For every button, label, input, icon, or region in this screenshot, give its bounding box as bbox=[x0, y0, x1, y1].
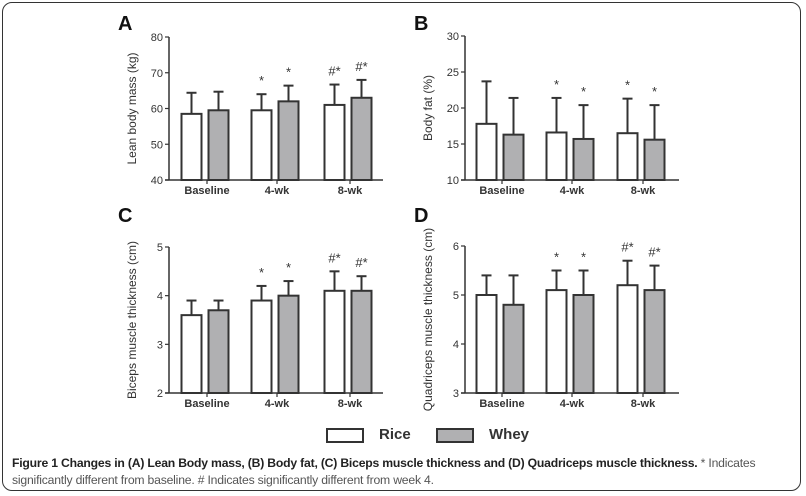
significance-marker: * bbox=[554, 77, 559, 92]
legend-swatch-whey bbox=[436, 428, 474, 443]
legend-label-whey: Whey bbox=[489, 426, 530, 443]
figure-frame bbox=[2, 2, 801, 491]
bar-whey bbox=[502, 133, 525, 181]
y-tick-label: 3 bbox=[453, 388, 459, 400]
panel-letter: A bbox=[118, 13, 132, 35]
y-tick-label: 3 bbox=[157, 339, 163, 351]
bar-rice bbox=[475, 122, 498, 181]
legend-label-rice: Rice bbox=[379, 426, 411, 443]
bar-rice bbox=[616, 132, 639, 181]
significance-marker: #* bbox=[355, 255, 367, 270]
significance-marker: * bbox=[581, 84, 586, 99]
y-tick-label: 80 bbox=[151, 32, 163, 44]
y-tick-label: 4 bbox=[157, 291, 163, 303]
y-tick-label: 70 bbox=[151, 68, 163, 80]
y-tick-label: 5 bbox=[157, 242, 163, 254]
significance-marker: #* bbox=[328, 64, 340, 79]
significance-marker: #* bbox=[621, 240, 633, 255]
bar-rice bbox=[250, 299, 273, 394]
bar-whey bbox=[207, 109, 230, 181]
x-tick-label: Baseline bbox=[479, 185, 524, 197]
significance-marker: * bbox=[554, 250, 559, 265]
x-tick-label: 8-wk bbox=[338, 398, 363, 410]
significance-marker: * bbox=[625, 78, 630, 93]
bar-rice bbox=[180, 112, 203, 181]
significance-marker: * bbox=[286, 65, 291, 80]
y-axis-label: Quadriceps muscle thickness (cm) bbox=[421, 228, 435, 411]
panel-letter: C bbox=[118, 205, 132, 227]
y-tick-label: 15 bbox=[447, 139, 459, 151]
bar-whey bbox=[572, 137, 595, 182]
bar-rice bbox=[545, 289, 568, 395]
y-tick-label: 2 bbox=[157, 388, 163, 400]
bar-whey bbox=[643, 138, 666, 181]
y-tick-label: 4 bbox=[453, 339, 459, 351]
y-tick-label: 30 bbox=[447, 31, 459, 43]
bar-whey bbox=[502, 303, 525, 394]
panel-letter: B bbox=[414, 13, 428, 35]
y-tick-label: 20 bbox=[447, 103, 459, 115]
bar-whey bbox=[350, 96, 373, 181]
bar-rice bbox=[323, 103, 346, 181]
x-tick-label: Baseline bbox=[184, 398, 229, 410]
bar-whey bbox=[572, 294, 595, 394]
x-tick-label: Baseline bbox=[479, 398, 524, 410]
significance-marker: #* bbox=[328, 250, 340, 265]
y-axis-label: Lean body mass (kg) bbox=[125, 52, 139, 164]
legend-swatch-rice bbox=[326, 428, 364, 443]
bar-rice bbox=[545, 131, 568, 181]
y-axis-label: Body fat (%) bbox=[421, 75, 435, 141]
x-tick-label: 4-wk bbox=[560, 185, 585, 197]
y-tick-label: 25 bbox=[447, 67, 459, 79]
y-tick-label: 10 bbox=[447, 175, 459, 187]
bar-whey bbox=[643, 289, 666, 395]
x-tick-label: 8-wk bbox=[631, 398, 656, 410]
bar-rice bbox=[323, 289, 346, 394]
significance-marker: #* bbox=[355, 59, 367, 74]
bar-whey bbox=[350, 289, 373, 394]
legend: Rice Whey bbox=[0, 426, 806, 450]
significance-marker: #* bbox=[648, 245, 660, 260]
x-tick-label: Baseline bbox=[184, 185, 229, 197]
caption-title: Figure 1 Changes in (A) Lean Body mass, … bbox=[12, 456, 698, 470]
bar-whey bbox=[207, 309, 230, 394]
x-tick-label: 4-wk bbox=[560, 398, 585, 410]
charts-canvas: A 40 50 60 70 80 Lean body mass (kg) Baseline 4-… bbox=[118, 13, 679, 411]
significance-marker: * bbox=[259, 265, 264, 280]
y-tick-label: 5 bbox=[453, 290, 459, 302]
y-tick-label: 6 bbox=[453, 241, 459, 253]
significance-marker: * bbox=[581, 250, 586, 265]
x-tick-label: 4-wk bbox=[265, 185, 290, 197]
bar-rice bbox=[475, 294, 498, 394]
caption-note: * Indicates significantly different from… bbox=[12, 456, 756, 487]
bar-rice bbox=[616, 284, 639, 395]
significance-marker: * bbox=[652, 84, 657, 99]
panel-letter: D bbox=[414, 205, 428, 227]
bar-whey bbox=[277, 100, 300, 181]
y-tick-label: 50 bbox=[151, 139, 163, 151]
y-tick-label: 40 bbox=[151, 175, 163, 187]
x-tick-label: 8-wk bbox=[338, 185, 363, 197]
significance-marker: * bbox=[259, 73, 264, 88]
x-tick-label: 4-wk bbox=[265, 398, 290, 410]
bar-rice bbox=[180, 314, 203, 394]
y-tick-label: 60 bbox=[151, 104, 163, 116]
x-tick-label: 8-wk bbox=[631, 185, 656, 197]
bar-rice bbox=[250, 109, 273, 181]
figure-caption: Figure 1 Changes in (A) Lean Body mass, … bbox=[12, 455, 797, 489]
y-axis-label: Biceps muscle thickness (cm) bbox=[125, 241, 139, 399]
bar-whey bbox=[277, 294, 300, 394]
significance-marker: * bbox=[286, 260, 291, 275]
